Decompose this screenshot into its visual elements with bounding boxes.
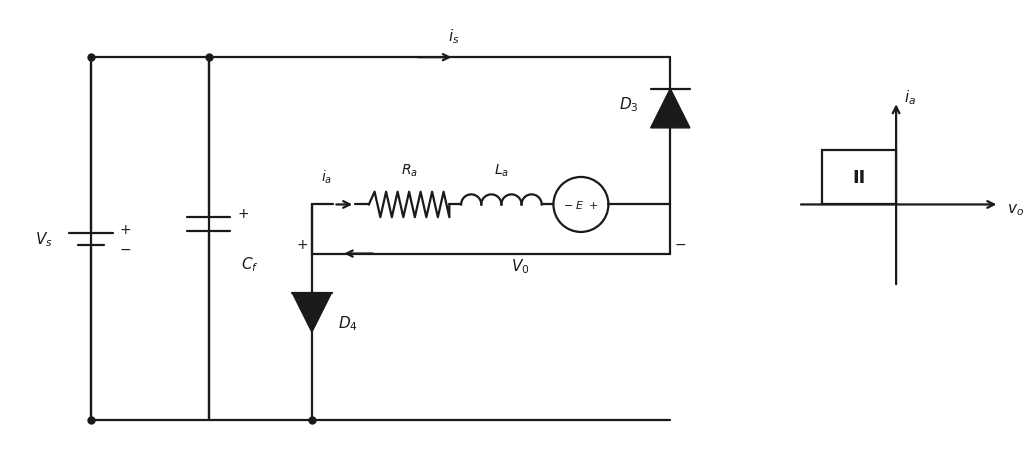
Bar bbox=[823, 151, 896, 205]
Text: $-\ E\ +$: $-\ E\ +$ bbox=[563, 199, 599, 211]
Text: −: − bbox=[120, 242, 131, 256]
Text: $D_4$: $D_4$ bbox=[338, 313, 358, 332]
Text: $C_f$: $C_f$ bbox=[241, 254, 259, 273]
Text: $D_3$: $D_3$ bbox=[619, 95, 639, 113]
Text: $v_o$: $v_o$ bbox=[1007, 202, 1024, 218]
Text: $V_0$: $V_0$ bbox=[511, 257, 529, 275]
Text: +: + bbox=[120, 223, 131, 236]
Text: −: − bbox=[674, 237, 686, 251]
Text: $i_a$: $i_a$ bbox=[321, 168, 332, 185]
Text: $i_a$: $i_a$ bbox=[904, 88, 916, 106]
Text: $V_s$: $V_s$ bbox=[35, 230, 53, 249]
Text: +: + bbox=[296, 237, 308, 251]
Text: II: II bbox=[852, 169, 866, 187]
Text: $R_a$: $R_a$ bbox=[400, 162, 418, 179]
Text: $i_s$: $i_s$ bbox=[449, 28, 460, 46]
Text: $L_a$: $L_a$ bbox=[494, 162, 509, 179]
Polygon shape bbox=[650, 90, 690, 129]
Text: +: + bbox=[237, 207, 249, 221]
Polygon shape bbox=[292, 293, 331, 332]
